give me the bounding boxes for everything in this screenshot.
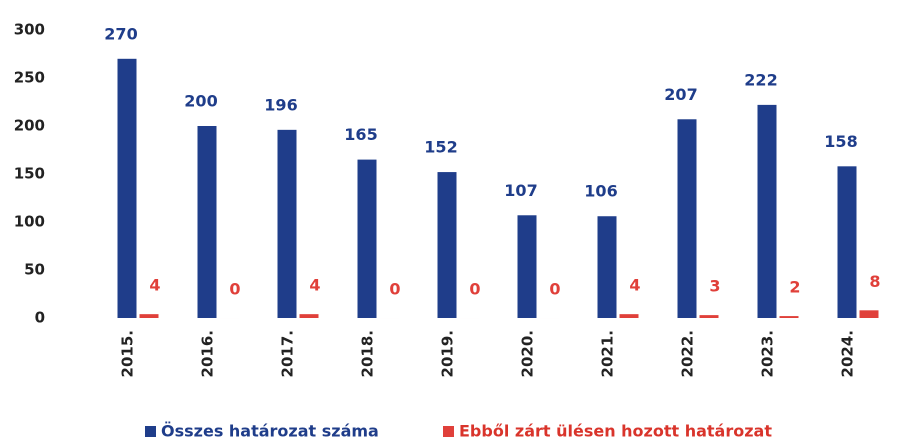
x-tick-label: 2018.	[359, 330, 377, 377]
value-label: 106	[584, 182, 617, 201]
y-tick-label: 300	[14, 21, 45, 39]
value-label: 207	[664, 85, 697, 104]
bar	[677, 119, 697, 318]
x-tick-label: 2022.	[679, 330, 697, 377]
value-label: 196	[264, 95, 297, 114]
value-label: 200	[184, 92, 217, 111]
bar	[779, 316, 799, 318]
value-label: 270	[104, 24, 137, 43]
bar	[757, 104, 777, 318]
value-label: 152	[424, 138, 457, 157]
x-tick-label: 2016.	[199, 330, 217, 377]
x-tick-label: 2024.	[839, 330, 857, 377]
value-label: 0	[229, 280, 240, 299]
x-tick-label: 2017.	[279, 330, 297, 377]
legend-swatch	[443, 426, 454, 437]
y-tick-label: 0	[35, 309, 45, 327]
value-label: 4	[149, 276, 160, 295]
x-tick-label: 2019.	[439, 330, 457, 377]
bar	[357, 159, 377, 318]
value-label: 8	[869, 272, 880, 291]
y-tick-label: 200	[14, 117, 45, 135]
value-label: 158	[824, 132, 857, 151]
x-tick-label: 2020.	[519, 330, 537, 377]
value-label: 3	[709, 277, 720, 296]
bar	[859, 310, 879, 318]
bar	[619, 314, 639, 318]
bar	[699, 315, 719, 318]
y-tick-label: 150	[14, 165, 45, 183]
value-label: 107	[504, 181, 537, 200]
y-tick-label: 50	[24, 261, 45, 279]
value-label: 0	[389, 280, 400, 299]
x-tick-label: 2021.	[599, 330, 617, 377]
bar	[197, 126, 217, 318]
bar	[837, 166, 857, 318]
legend-label: Ebből zárt ülésen hozott határozat	[459, 422, 772, 441]
value-label: 222	[744, 70, 777, 89]
bar	[597, 216, 617, 318]
bar	[277, 129, 297, 318]
y-tick-label: 250	[14, 69, 45, 87]
value-label: 4	[309, 276, 320, 295]
x-tick-label: 2023.	[759, 330, 777, 377]
value-label: 2	[789, 278, 800, 297]
value-label: 0	[549, 280, 560, 299]
y-tick-label: 100	[14, 213, 45, 231]
bar	[139, 314, 159, 318]
legend-label: Összes határozat száma	[161, 422, 379, 441]
value-label: 165	[344, 125, 377, 144]
value-label: 4	[629, 276, 640, 295]
bar	[437, 172, 457, 318]
value-label: 0	[469, 280, 480, 299]
bar	[299, 314, 319, 318]
bar	[117, 58, 137, 319]
bar	[517, 215, 537, 318]
x-tick-label: 2015.	[119, 330, 137, 377]
legend-swatch	[145, 426, 156, 437]
